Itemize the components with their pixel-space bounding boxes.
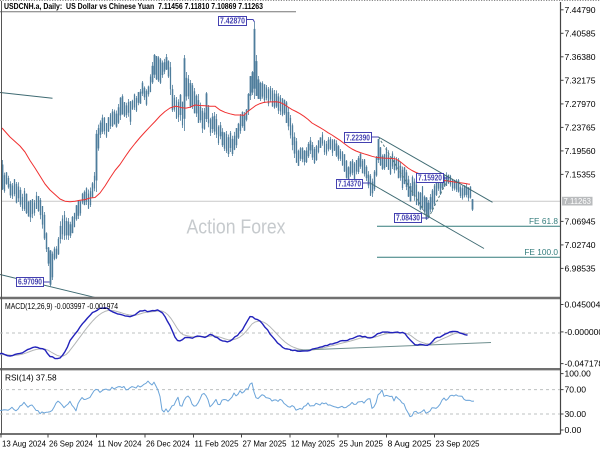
svg-text:11 Nov 2024: 11 Nov 2024 bbox=[98, 439, 142, 449]
svg-text:7.32175: 7.32175 bbox=[565, 75, 596, 85]
svg-text:RSI(14) 37.58: RSI(14) 37.58 bbox=[5, 373, 57, 383]
svg-text:70.00: 70.00 bbox=[565, 385, 587, 395]
svg-text:12 May 2025: 12 May 2025 bbox=[291, 439, 335, 449]
svg-text:MACD(12,26,9) -0.003997 -0.001: MACD(12,26,9) -0.003997 -0.001974 bbox=[5, 301, 118, 311]
svg-text:7.27970: 7.27970 bbox=[565, 99, 596, 109]
svg-text:27 Mar 2025: 27 Mar 2025 bbox=[243, 439, 287, 449]
svg-text:7.42870: 7.42870 bbox=[220, 16, 246, 25]
svg-text:7.15920: 7.15920 bbox=[418, 173, 443, 182]
svg-text:FE 61.8: FE 61.8 bbox=[529, 216, 558, 226]
svg-text:100.00: 100.00 bbox=[565, 369, 592, 379]
svg-text:6.98535: 6.98535 bbox=[565, 263, 596, 273]
svg-text:0.00: 0.00 bbox=[565, 425, 582, 435]
svg-text:7.08430: 7.08430 bbox=[396, 213, 421, 222]
svg-text:7.22390: 7.22390 bbox=[346, 133, 371, 142]
svg-text:7.14370: 7.14370 bbox=[338, 179, 362, 188]
svg-text:23 Sep 2025: 23 Sep 2025 bbox=[436, 439, 480, 449]
svg-text:26 Dec 2024: 26 Dec 2024 bbox=[146, 439, 190, 449]
svg-text:25 Jun 2025: 25 Jun 2025 bbox=[339, 439, 383, 449]
svg-text:6.97090: 6.97090 bbox=[18, 277, 43, 286]
svg-text:26 Sep 2024: 26 Sep 2024 bbox=[49, 439, 93, 449]
svg-text:7.15355: 7.15355 bbox=[565, 169, 596, 179]
svg-text:13 Aug 2024: 13 Aug 2024 bbox=[2, 439, 46, 449]
svg-text:7.44790: 7.44790 bbox=[565, 5, 596, 15]
svg-text:7.36380: 7.36380 bbox=[565, 52, 596, 62]
svg-text:Action Forex: Action Forex bbox=[187, 216, 287, 239]
svg-text:30.00: 30.00 bbox=[565, 409, 587, 419]
svg-text:7.11263: 7.11263 bbox=[564, 197, 592, 206]
svg-text:11 Feb 2025: 11 Feb 2025 bbox=[195, 439, 239, 449]
svg-text:7.23765: 7.23765 bbox=[565, 122, 596, 132]
svg-text:-0.047178: -0.047178 bbox=[565, 359, 600, 369]
svg-text:8 Aug 2025: 8 Aug 2025 bbox=[388, 439, 432, 449]
svg-text:0.045004: 0.045004 bbox=[565, 300, 600, 310]
svg-text:-0.000000: -0.000000 bbox=[565, 327, 600, 337]
svg-text:7.06945: 7.06945 bbox=[565, 216, 596, 226]
svg-text:7.19560: 7.19560 bbox=[565, 146, 596, 156]
svg-text:USDCNH.a, Daily: US Dollar vs: USDCNH.a, Daily: US Dollar vs Chinese Yu… bbox=[4, 1, 263, 11]
svg-text:FE 100.0: FE 100.0 bbox=[524, 247, 558, 257]
svg-text:7.02740: 7.02740 bbox=[565, 240, 596, 250]
svg-text:7.40585: 7.40585 bbox=[565, 28, 596, 38]
